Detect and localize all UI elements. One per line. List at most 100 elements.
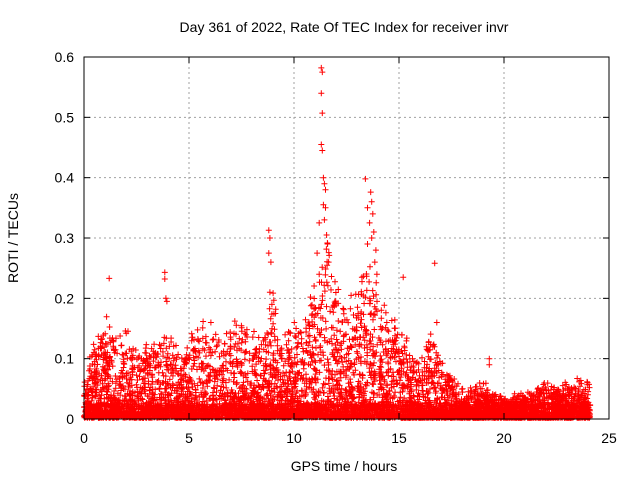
data-point: [355, 312, 361, 319]
data-point: [419, 387, 426, 394]
data-point: [360, 311, 367, 318]
data-point: [319, 264, 326, 271]
data-point: [253, 371, 260, 378]
data-point: [260, 337, 267, 344]
data-point: [298, 335, 305, 342]
data-point: [270, 320, 277, 327]
data-point: [431, 365, 438, 372]
data-point: [364, 352, 371, 359]
data-point: [274, 384, 281, 391]
data-point: [303, 329, 310, 335]
data-point: [294, 351, 300, 358]
data-point: [374, 341, 381, 348]
data-point: [373, 279, 380, 286]
data-point: [332, 278, 338, 285]
data-point: [324, 339, 331, 346]
data-point: [227, 336, 234, 343]
data-point: [511, 390, 518, 397]
data-point: [159, 369, 166, 376]
data-point: [370, 293, 377, 300]
data-point: [377, 363, 383, 370]
data-point: [203, 353, 209, 360]
data-point: [407, 367, 414, 374]
data-point: [160, 372, 167, 379]
data-point: [476, 380, 483, 386]
data-point: [406, 376, 413, 383]
data-point: [184, 344, 191, 351]
data-point: [262, 367, 269, 374]
data-point: [272, 357, 279, 364]
data-point: [134, 377, 141, 383]
data-point: [109, 378, 116, 385]
data-point: [95, 333, 102, 340]
data-point: [243, 348, 250, 355]
data-point: [395, 348, 402, 355]
data-point: [401, 343, 408, 350]
data-point: [484, 387, 491, 393]
data-point: [150, 348, 157, 355]
data-point: [267, 362, 273, 369]
data-point: [219, 379, 226, 386]
data-point: [339, 319, 346, 325]
data-point: [574, 375, 581, 382]
data-point: [266, 339, 273, 345]
data-point: [321, 334, 328, 341]
data-point: [331, 332, 338, 339]
data-point: [333, 336, 340, 343]
data-point: [265, 331, 272, 338]
data-point: [266, 305, 273, 312]
data-point: [157, 390, 164, 397]
data-point: [192, 387, 199, 393]
data-point: [323, 279, 330, 286]
data-point: [228, 369, 235, 376]
data-point: [285, 350, 292, 357]
data-point: [311, 334, 318, 341]
data-point: [254, 377, 261, 384]
data-point: [396, 371, 403, 378]
data-point: [216, 367, 223, 374]
data-point: [354, 304, 361, 311]
data-point: [233, 331, 239, 338]
data-point: [244, 378, 251, 385]
data-point: [214, 342, 221, 349]
data-point: [369, 352, 376, 359]
data-point: [409, 355, 416, 362]
data-point: [438, 394, 445, 401]
data-point: [280, 362, 287, 369]
data-point: [93, 365, 100, 372]
data-point: [274, 336, 281, 343]
data-point: [154, 350, 161, 357]
data-point: [435, 352, 441, 359]
data-point: [358, 324, 365, 331]
data-point: [357, 320, 364, 327]
data-point: [175, 379, 182, 386]
data-point: [335, 318, 342, 324]
data-point: [310, 323, 316, 330]
data-point: [421, 364, 428, 371]
data-point: [336, 390, 343, 397]
data-point: [370, 394, 377, 401]
data-point: [311, 295, 318, 302]
data-point: [576, 378, 583, 385]
data-point: [201, 347, 208, 354]
data-point: [319, 349, 326, 356]
data-point: [367, 263, 373, 270]
data-point: [366, 300, 373, 307]
data-point: [311, 305, 317, 312]
data-point: [369, 287, 376, 294]
data-point: [381, 302, 388, 309]
data-point: [366, 278, 373, 285]
data-point: [331, 395, 338, 402]
data-point: [316, 357, 323, 364]
data-point: [309, 311, 316, 317]
data-point: [206, 373, 213, 380]
data-point: [139, 360, 146, 367]
data-point: [230, 370, 237, 377]
data-point: [240, 394, 247, 401]
data-point: [196, 375, 203, 382]
data-point: [203, 378, 210, 385]
data-point: [91, 369, 98, 375]
data-point: [306, 338, 313, 345]
data-point: [434, 354, 440, 361]
data-point: [391, 394, 398, 401]
